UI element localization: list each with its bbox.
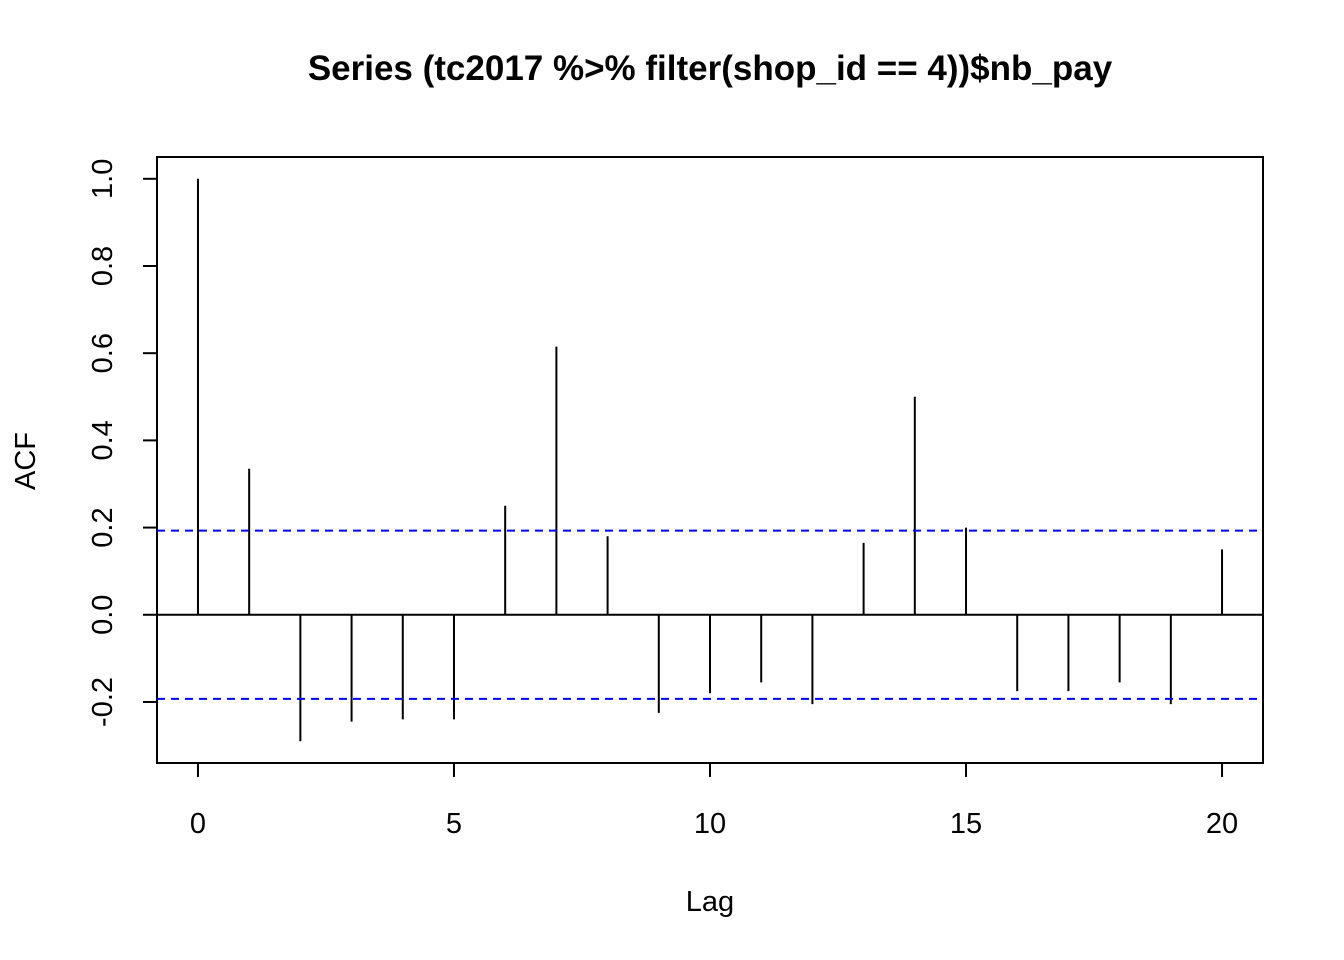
acf-bars — [157, 178, 1263, 742]
y-tick-label: 0.0 — [87, 595, 119, 635]
x-tick-label: 0 — [190, 808, 206, 840]
y-tick-label: 1.0 — [87, 159, 119, 199]
confidence-bounds — [157, 529, 1263, 700]
y-axis-label: ACF — [10, 432, 42, 490]
y-tick-label: -0.2 — [87, 677, 119, 727]
y-tick-label: 0.8 — [87, 246, 119, 286]
x-tick-label: 15 — [950, 808, 982, 840]
y-axis: -0.2 0.0 0.2 0.4 0.6 0.8 1.0 — [87, 159, 158, 727]
x-tick-label: 20 — [1206, 808, 1238, 840]
y-tick-label: 0.2 — [87, 507, 119, 547]
chart-title: Series (tc2017 %>% filter(shop_id == 4))… — [308, 49, 1113, 88]
x-tick-label: 10 — [694, 808, 726, 840]
y-tick-label: 0.4 — [87, 420, 119, 460]
x-axis-label: Lag — [686, 886, 734, 918]
x-axis: 0 5 10 15 20 — [190, 762, 1238, 840]
x-tick-label: 5 — [446, 808, 462, 840]
y-tick-label: 0.6 — [87, 333, 119, 373]
